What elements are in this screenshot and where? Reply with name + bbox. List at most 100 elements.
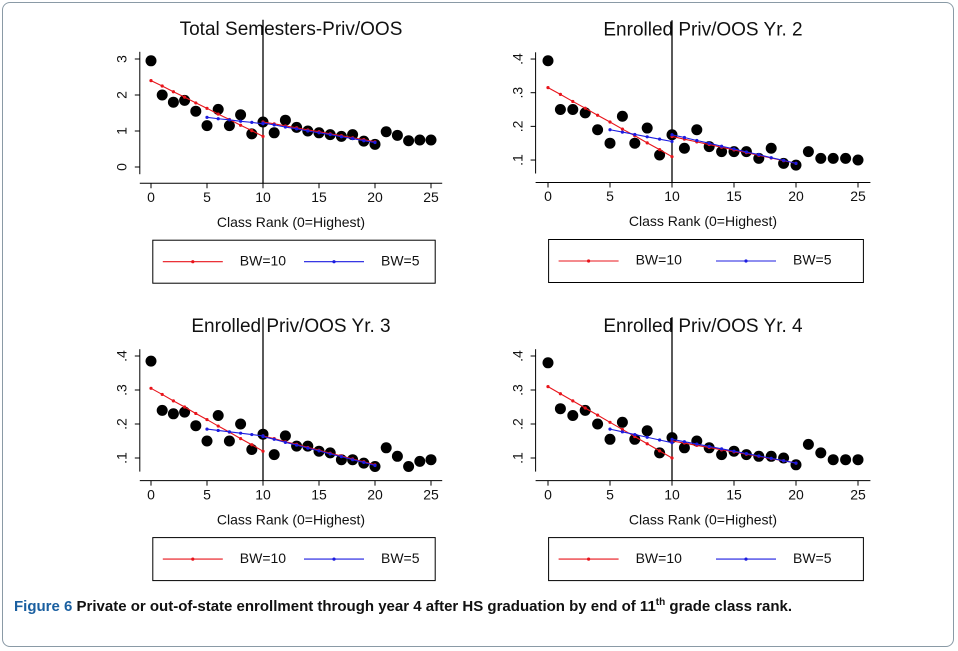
fit-marker bbox=[160, 392, 164, 397]
caption-text: Private or out-of-state enrollment throu… bbox=[76, 598, 656, 615]
point bbox=[145, 355, 157, 367]
fit-marker bbox=[295, 127, 299, 131]
x-tick-label: 0 bbox=[544, 188, 552, 204]
fit-marker bbox=[707, 141, 711, 145]
fit-marker bbox=[183, 405, 187, 409]
fit-marker bbox=[732, 147, 736, 151]
y-tick-label: 2 bbox=[114, 91, 130, 99]
fit-marker bbox=[769, 456, 773, 460]
fit-marker bbox=[707, 444, 711, 449]
point bbox=[678, 142, 690, 154]
legend-label: BW=5 bbox=[793, 252, 832, 268]
y-tick-label: 0 bbox=[114, 163, 130, 171]
point bbox=[391, 450, 403, 462]
fit-marker bbox=[658, 137, 662, 141]
fit-marker bbox=[720, 447, 724, 451]
fit-marker bbox=[670, 441, 674, 445]
fit-marker bbox=[720, 144, 724, 148]
point bbox=[604, 433, 616, 445]
fit-marker bbox=[250, 129, 254, 133]
fit-marker bbox=[558, 392, 563, 396]
y-tick-label: .2 bbox=[114, 418, 130, 430]
fit-marker bbox=[558, 92, 563, 96]
fit-marker bbox=[794, 461, 798, 465]
x-tick-label: 15 bbox=[311, 486, 327, 502]
fit-marker bbox=[583, 106, 587, 110]
fit-marker bbox=[620, 430, 625, 434]
fit-marker bbox=[328, 133, 332, 137]
x-axis-title: Class Rank (0=Highest) bbox=[629, 213, 777, 229]
x-tick-label: 5 bbox=[606, 486, 614, 502]
point bbox=[716, 146, 728, 158]
x-tick-label: 25 bbox=[423, 189, 439, 205]
legend-marker bbox=[587, 557, 591, 561]
fit-marker bbox=[351, 458, 355, 462]
point bbox=[156, 404, 168, 416]
fit-marker bbox=[295, 443, 299, 447]
point bbox=[403, 461, 415, 472]
point bbox=[827, 152, 839, 164]
fit-marker bbox=[239, 431, 243, 435]
legend-marker bbox=[332, 557, 336, 561]
fit-marker bbox=[239, 123, 243, 127]
fit-marker bbox=[695, 138, 699, 143]
fit-marker bbox=[645, 135, 649, 139]
fit-marker bbox=[645, 442, 649, 446]
point bbox=[691, 124, 703, 136]
point bbox=[279, 430, 291, 442]
point bbox=[716, 449, 728, 461]
fit-marker bbox=[782, 158, 786, 162]
chart-title: Enrolled Priv/OOS Yr. 4 bbox=[603, 316, 803, 337]
point bbox=[179, 406, 191, 418]
fit-line bbox=[206, 428, 264, 437]
x-tick-label: 25 bbox=[850, 188, 866, 204]
fit-marker bbox=[546, 385, 550, 389]
legend-label: BW=5 bbox=[793, 550, 832, 566]
caption-label: Figure 6 bbox=[14, 598, 73, 615]
fit-marker bbox=[194, 101, 198, 105]
point bbox=[391, 129, 403, 141]
y-tick-label: .1 bbox=[509, 154, 525, 166]
point bbox=[156, 89, 168, 101]
x-tick-label: 20 bbox=[367, 189, 383, 205]
x-tick-label: 20 bbox=[788, 188, 804, 204]
fit-marker bbox=[250, 432, 254, 437]
fit-line bbox=[609, 428, 673, 444]
point bbox=[201, 120, 213, 132]
fit-marker bbox=[160, 84, 164, 88]
chart-title: Enrolled Priv/OOS Yr. 2 bbox=[603, 19, 802, 40]
legend-marker bbox=[332, 260, 336, 264]
point bbox=[567, 104, 579, 116]
fit-marker bbox=[769, 156, 773, 160]
x-tick-label: 0 bbox=[147, 486, 155, 502]
point bbox=[852, 154, 864, 166]
fit-marker bbox=[633, 432, 637, 437]
fit-marker bbox=[317, 131, 321, 135]
point bbox=[414, 134, 426, 146]
fit-marker bbox=[620, 427, 625, 432]
point bbox=[815, 152, 827, 164]
legend-marker bbox=[744, 557, 748, 561]
point bbox=[268, 449, 280, 461]
point bbox=[802, 438, 814, 450]
caption: Figure 6 Private or out-of-state enrollm… bbox=[14, 594, 934, 619]
fit-marker bbox=[608, 128, 612, 132]
legend-marker bbox=[191, 557, 195, 561]
fit-marker bbox=[250, 120, 254, 124]
fit-marker bbox=[261, 434, 265, 439]
fit-marker bbox=[682, 135, 687, 140]
fit-marker bbox=[608, 427, 612, 431]
point bbox=[554, 403, 566, 415]
point bbox=[542, 357, 554, 369]
point bbox=[616, 110, 628, 122]
fit-marker bbox=[328, 452, 332, 456]
caption-text-end: grade class rank. bbox=[669, 598, 792, 615]
fit-marker bbox=[216, 112, 220, 116]
legend-label: BW=5 bbox=[381, 550, 420, 566]
point bbox=[790, 459, 802, 471]
fit-marker bbox=[171, 90, 175, 94]
fit-marker bbox=[149, 79, 153, 83]
point bbox=[425, 454, 437, 466]
x-tick-label: 25 bbox=[423, 486, 439, 502]
